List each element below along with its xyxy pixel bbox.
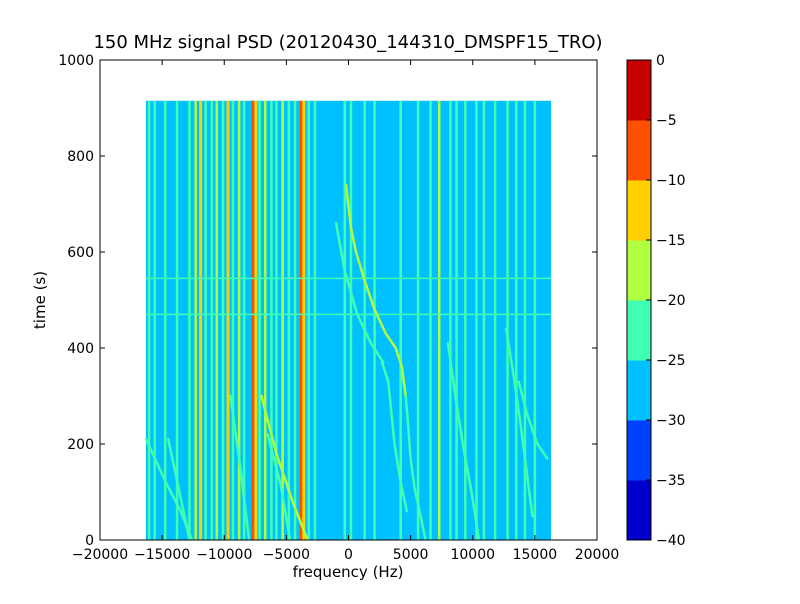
colorbar-segment bbox=[627, 300, 651, 361]
x-tick-label: −10000 bbox=[196, 547, 252, 563]
colorbar-tick-label: −30 bbox=[656, 413, 686, 429]
doppler-trace bbox=[334, 221, 385, 364]
colorbar-tick-label: 0 bbox=[656, 53, 665, 69]
x-tick-label: 10000 bbox=[450, 547, 495, 563]
heatmap-layer bbox=[144, 100, 552, 540]
doppler-trace bbox=[380, 361, 409, 513]
colorbar-tick-label: −5 bbox=[656, 113, 677, 129]
doppler-trace bbox=[260, 394, 309, 540]
x-tick-label: −20000 bbox=[72, 547, 128, 563]
x-tick-label: 20000 bbox=[575, 547, 620, 563]
x-tick-label: −15000 bbox=[134, 547, 190, 563]
y-tick-label: 600 bbox=[67, 245, 94, 261]
y-tick-label: 0 bbox=[85, 533, 94, 549]
colorbar-segment bbox=[627, 240, 651, 301]
colorbar-segment bbox=[627, 480, 651, 541]
doppler-trace bbox=[505, 327, 534, 518]
colorbar-tick-label: −15 bbox=[656, 233, 686, 249]
y-tick-label: 1000 bbox=[58, 53, 94, 69]
doppler-trace bbox=[446, 341, 481, 540]
chart-title: 150 MHz signal PSD (20120430_144310_DMSP… bbox=[93, 32, 602, 53]
y-tick-label: 400 bbox=[67, 341, 94, 357]
y-tick-label: 200 bbox=[67, 437, 94, 453]
colorbar-tick-label: −35 bbox=[656, 473, 686, 489]
colorbar: −40 −35 −30 −25 −20 −15 −10 −5 0 bbox=[626, 53, 686, 549]
y-tick-label: 800 bbox=[67, 149, 94, 165]
colorbar-segment bbox=[627, 420, 651, 481]
doppler-trace bbox=[229, 394, 251, 540]
colorbar-segment bbox=[627, 360, 651, 421]
colorbar-tick-label: −40 bbox=[656, 533, 686, 549]
x-axis-label: frequency (Hz) bbox=[293, 563, 404, 581]
x-tick-label: −5000 bbox=[263, 547, 310, 563]
colorbar-segment bbox=[627, 60, 651, 121]
colorbar-tick-label: −25 bbox=[656, 353, 686, 369]
y-axis: 0 200 400 600 800 1000 bbox=[58, 53, 597, 549]
colorbar-segment bbox=[627, 120, 651, 181]
x-tick-label: 0 bbox=[344, 547, 353, 563]
doppler-trace bbox=[404, 394, 427, 540]
doppler-trace bbox=[266, 433, 292, 540]
colorbar-segment bbox=[627, 180, 651, 241]
doppler-trace bbox=[517, 380, 549, 460]
colorbar-tick-label: −10 bbox=[656, 173, 686, 189]
colorbar-tick-label: −20 bbox=[656, 293, 686, 309]
doppler-trace bbox=[344, 183, 407, 398]
x-tick-label: 5000 bbox=[393, 547, 429, 563]
doppler-trace bbox=[167, 437, 191, 540]
y-axis-label: time (s) bbox=[31, 271, 49, 329]
x-tick-label: 15000 bbox=[513, 547, 558, 563]
x-axis: −20000 −15000 −10000 −5000 0 5000 10000 15000 20… bbox=[72, 60, 619, 563]
